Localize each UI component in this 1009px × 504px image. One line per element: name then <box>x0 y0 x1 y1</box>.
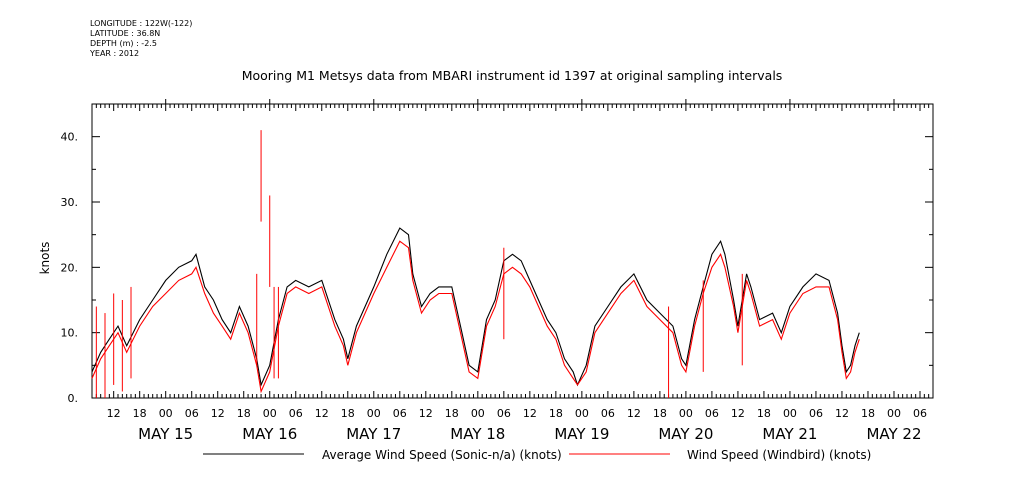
x-day-label: MAY 22 <box>866 425 921 443</box>
x-hour-label: 00 <box>887 407 901 420</box>
legend: Average Wind Speed (Sonic-n/a) (knots) Wi… <box>203 448 871 462</box>
legend-label-sonic: Average Wind Speed (Sonic-n/a) (knots) <box>322 448 562 462</box>
y-tick-label: 10. <box>61 327 79 340</box>
x-hour-label: 06 <box>809 407 823 420</box>
x-hour-label: 06 <box>913 407 927 420</box>
x-hour-label: 12 <box>419 407 433 420</box>
year-label: YEAR : 2012 <box>90 49 140 58</box>
x-hour-label: 18 <box>341 407 355 420</box>
x-day-label: MAY 18 <box>450 425 505 443</box>
x-hour-label: 12 <box>523 407 537 420</box>
x-hour-label: 06 <box>289 407 303 420</box>
x-day-label: MAY 19 <box>554 425 609 443</box>
depth-label: DEPTH (m) : -2.5 <box>90 39 157 48</box>
x-hour-label: 18 <box>549 407 563 420</box>
x-hour-label: 18 <box>861 407 875 420</box>
legend-label-windbird: Wind Speed (Windbird) (knots) <box>687 448 871 462</box>
x-day-label: MAY 17 <box>346 425 401 443</box>
x-hour-label: 00 <box>783 407 797 420</box>
series-layer <box>91 130 860 398</box>
x-hour-label: 00 <box>367 407 381 420</box>
x-hour-label: 12 <box>627 407 641 420</box>
x-hour-label: 18 <box>653 407 667 420</box>
y-tick-label: 30. <box>61 196 79 209</box>
y-tick-label: 0. <box>68 392 79 405</box>
x-hour-label: 18 <box>237 407 251 420</box>
x-hour-label: 12 <box>835 407 849 420</box>
series-line-sonic <box>91 227 860 387</box>
x-hour-label: 00 <box>575 407 589 420</box>
x-hour-label: 06 <box>185 407 199 420</box>
x-hour-label: 12 <box>731 407 745 420</box>
x-day-label: MAY 20 <box>658 425 713 443</box>
x-hour-label: 06 <box>705 407 719 420</box>
y-axis-label: knots <box>38 242 52 275</box>
latitude-label: LATITUDE : 36.8N <box>90 29 161 38</box>
x-hour-label: 06 <box>497 407 511 420</box>
x-hour-label: 18 <box>133 407 147 420</box>
x-hour-label: 00 <box>263 407 277 420</box>
x-hour-label: 18 <box>757 407 771 420</box>
x-hour-label: 06 <box>393 407 407 420</box>
x-hour-label: 12 <box>211 407 225 420</box>
chart-title: Mooring M1 Metsys data from MBARI instru… <box>242 68 783 83</box>
x-day-label: MAY 16 <box>242 425 297 443</box>
x-hour-label: 12 <box>107 407 121 420</box>
x-hour-label: 12 <box>315 407 329 420</box>
x-hour-label: 18 <box>445 407 459 420</box>
x-day-label: MAY 21 <box>762 425 817 443</box>
metadata-block: LONGITUDE : 122W(-122) LATITUDE : 36.8N … <box>90 19 192 59</box>
plot-frame <box>91 103 934 399</box>
x-hour-label: 00 <box>159 407 173 420</box>
longitude-label: LONGITUDE : 122W(-122) <box>90 19 193 28</box>
x-day-label: MAY 15 <box>138 425 193 443</box>
series-line-windbird <box>91 240 860 394</box>
x-hour-label: 06 <box>601 407 615 420</box>
y-tick-label: 20. <box>61 261 79 274</box>
x-hour-label: 00 <box>471 407 485 420</box>
x-hour-label: 00 <box>679 407 693 420</box>
y-tick-label: 40. <box>61 131 79 144</box>
axes: 0. 10. 20. 30. 40. 12 18 00 MAY 15 06 12 18 00 MAY 16… <box>61 99 934 443</box>
